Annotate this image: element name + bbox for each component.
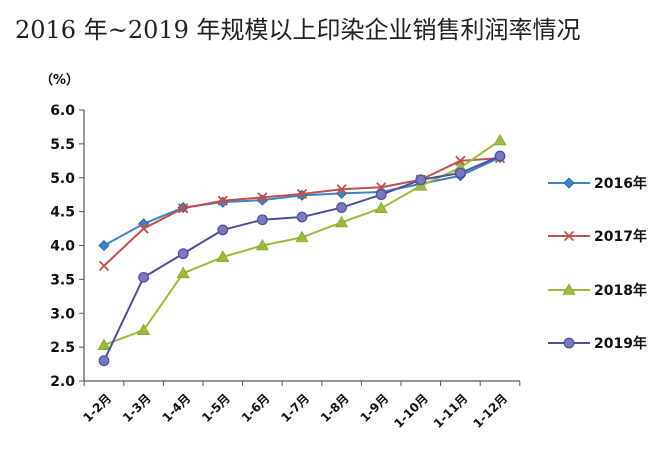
legend-item: 2018年 — [548, 282, 647, 299]
y-tick-label: 5.0 — [50, 171, 75, 187]
series-layer — [97, 133, 507, 367]
data-point — [255, 238, 269, 251]
series-2 — [97, 133, 507, 350]
x-tick-label: 1-7月 — [278, 391, 312, 425]
data-point — [374, 201, 388, 214]
data-point — [178, 203, 189, 214]
legend-item: 2019年 — [548, 335, 647, 352]
x-tick-label: 1-12月 — [471, 391, 511, 431]
data-point — [137, 323, 151, 335]
data-point — [455, 155, 466, 166]
data-point — [493, 133, 507, 146]
y-tick-label: 4.0 — [50, 239, 75, 255]
data-point — [97, 338, 111, 350]
chart-title: 2016 年~2019 年规模以上印染企业销售利润率情况 — [15, 16, 581, 44]
x-tick-label: 1-8月 — [318, 391, 352, 425]
data-point — [415, 174, 427, 186]
x-tick-label: 1-11月 — [431, 391, 471, 431]
legend-label: 2016年 — [594, 175, 647, 192]
data-point — [336, 202, 348, 213]
data-point — [335, 215, 349, 228]
x-tick-label: 1-6月 — [239, 391, 273, 425]
y-tick-label: 3.0 — [50, 306, 75, 322]
legend-label: 2019年 — [594, 335, 647, 352]
legend: 2016年 2017年 2018年 2019年 — [548, 175, 647, 352]
unit-label: （%） — [40, 72, 79, 88]
data-point — [296, 211, 308, 223]
series-3 — [98, 150, 506, 367]
y-tick-label: 4.5 — [50, 205, 75, 221]
data-point — [257, 192, 268, 203]
data-point — [98, 239, 110, 252]
data-point — [98, 355, 110, 367]
axes: 2.02.53.03.54.04.55.05.56.01-2月 1-3月 1-4月 1… — [50, 103, 521, 431]
data-point — [138, 271, 150, 283]
data-point — [257, 214, 268, 226]
legend-swatch-marker — [563, 177, 575, 189]
y-tick-label: 6.0 — [50, 103, 75, 119]
data-point — [455, 167, 466, 179]
x-tick-label: 1-2月 — [80, 391, 114, 425]
data-point — [336, 184, 347, 195]
data-point — [176, 266, 190, 279]
data-point — [296, 189, 308, 201]
data-point — [138, 223, 149, 234]
data-point — [375, 189, 387, 201]
y-tick-label: 2.5 — [50, 340, 75, 356]
legend-swatch-marker — [563, 230, 575, 242]
legend-item: 2016年 — [548, 175, 647, 192]
data-point — [98, 260, 110, 271]
legend-label: 2018年 — [594, 282, 647, 299]
legend-swatch-marker — [562, 283, 576, 295]
x-tick-label: 1-4月 — [160, 391, 194, 425]
data-point — [295, 230, 309, 243]
legend-item: 2017年 — [548, 228, 647, 245]
data-point — [177, 248, 189, 260]
y-tick-label: 5.5 — [50, 137, 75, 153]
data-point — [216, 250, 230, 262]
y-tick-label: 3.5 — [50, 272, 75, 288]
x-tick-label: 1-9月 — [358, 391, 392, 425]
series-line — [103, 155, 501, 362]
x-tick-label: 1-3月 — [120, 391, 154, 425]
legend-swatch-marker — [563, 337, 575, 349]
y-tick-label: 2.0 — [50, 374, 75, 390]
x-tick-label: 1-5月 — [199, 391, 233, 425]
data-point — [217, 195, 228, 206]
data-point — [296, 188, 308, 200]
data-point — [494, 150, 506, 162]
data-point — [217, 224, 229, 236]
x-tick-label: 1-10月 — [391, 391, 431, 431]
legend-label: 2017年 — [594, 228, 647, 245]
